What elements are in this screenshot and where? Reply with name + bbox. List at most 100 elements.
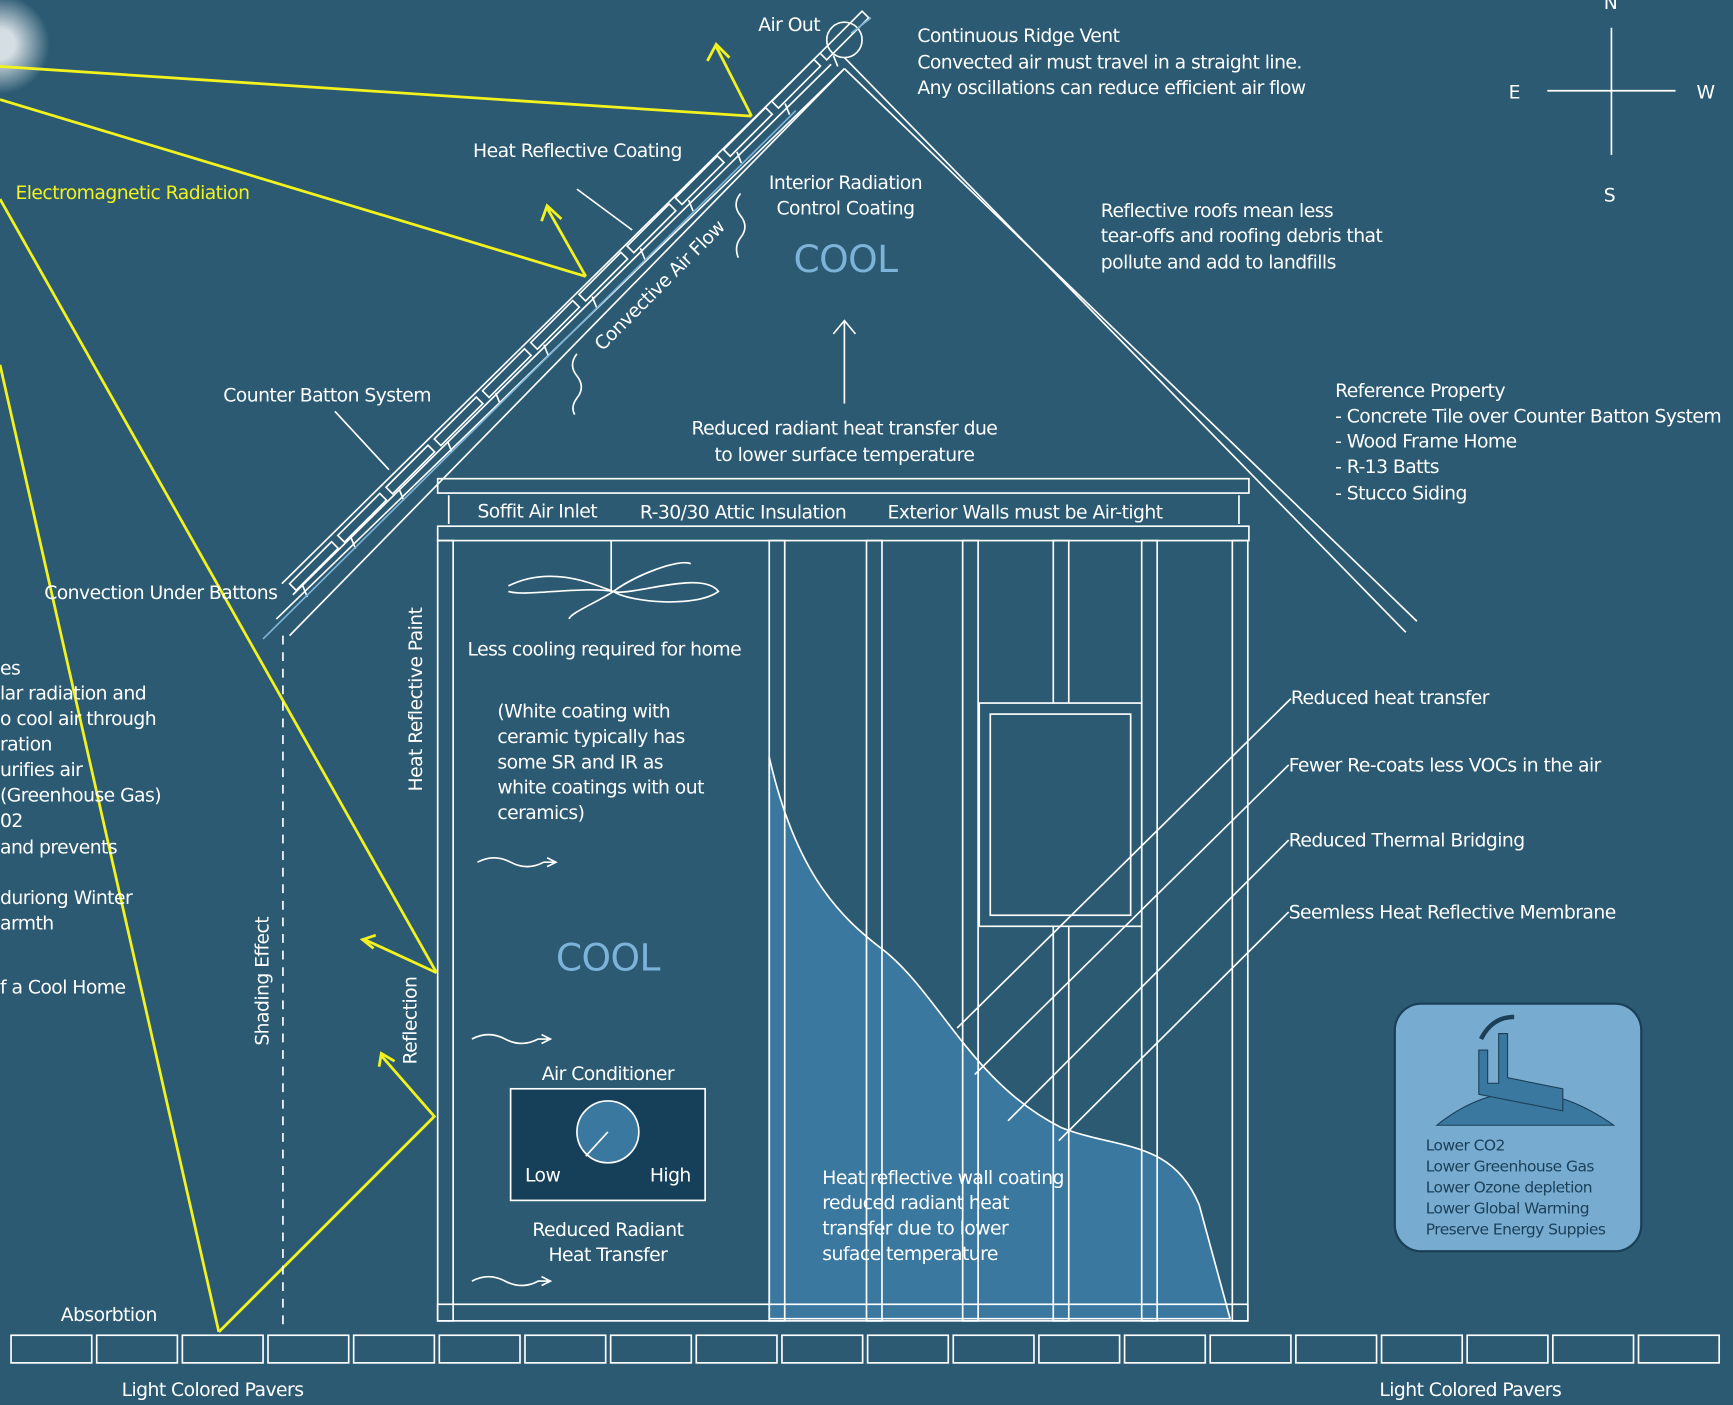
- label: Reference Property: [1335, 381, 1505, 402]
- label: pollute and add to landfills: [1101, 253, 1336, 274]
- label: armth: [0, 914, 54, 935]
- label: Lower Greenhouse Gas: [1426, 1158, 1595, 1176]
- paver: [438, 1334, 521, 1364]
- label: Reduced Thermal Bridging: [1289, 831, 1525, 852]
- shape: [1393, 1002, 1643, 1253]
- label: transfer due to lower: [822, 1219, 1009, 1240]
- shape: [1007, 839, 1290, 1122]
- roof-tile: [722, 106, 774, 158]
- radiation-rays: [0, 42, 753, 1333]
- shape: [377, 1051, 396, 1067]
- roof-tile: [770, 58, 822, 110]
- label: suface temperature: [822, 1244, 998, 1265]
- shape: [978, 702, 1143, 928]
- label: Less cooling required for home: [468, 640, 742, 661]
- label: N: [1604, 0, 1618, 14]
- label: S: [1604, 185, 1615, 206]
- label: ration: [0, 735, 52, 756]
- paver: [695, 1334, 778, 1364]
- paver: [952, 1334, 1035, 1364]
- badge: [1393, 1002, 1643, 1253]
- label: Lower CO2: [1426, 1137, 1505, 1155]
- shape: [471, 1275, 553, 1287]
- roof: [275, 21, 1418, 1332]
- label: Light Colored Pavers: [122, 1380, 304, 1401]
- shape: [735, 193, 746, 258]
- label: Any oscillations can reduce efficient ai…: [917, 78, 1305, 99]
- label: Air Conditioner: [542, 1064, 675, 1085]
- label: some SR and IR as: [497, 752, 663, 773]
- shape: [471, 1033, 553, 1045]
- paver: [1038, 1334, 1121, 1364]
- label: to lower surface temperature: [714, 445, 974, 466]
- paver: [95, 1334, 179, 1364]
- label: COOL: [793, 237, 898, 281]
- label: Reflection: [401, 977, 422, 1065]
- label: High: [650, 1166, 691, 1187]
- shape: [217, 1054, 437, 1333]
- shape: [436, 1303, 1249, 1322]
- paver: [1466, 1334, 1549, 1364]
- batton: [543, 344, 550, 357]
- shape: [1478, 1032, 1564, 1112]
- label: ceramics): [497, 803, 584, 824]
- label: Air Out: [758, 15, 820, 36]
- shape: [281, 52, 821, 585]
- paver: [352, 1334, 436, 1364]
- label: - R-13 Batts: [1335, 457, 1439, 478]
- label: Lower Global Warming: [1426, 1200, 1589, 1218]
- label: Continuous Ridge Vent: [917, 26, 1119, 47]
- roof-tile: [384, 444, 436, 496]
- pavers: [10, 1334, 1721, 1364]
- paver: [1552, 1334, 1635, 1364]
- label: Heat Reflective Paint: [406, 607, 427, 791]
- label: Reflective roofs mean less: [1101, 201, 1333, 222]
- label: Convected air must travel in a straight …: [917, 53, 1302, 74]
- label: Reduced heat transfer: [1291, 688, 1490, 709]
- paver: [10, 1334, 93, 1364]
- shape: [843, 57, 1407, 633]
- label: tear-offs and roofing debris that: [1101, 226, 1383, 247]
- shape: [825, 21, 863, 59]
- shape: [706, 42, 731, 62]
- roof-tile: [674, 154, 726, 206]
- label: white coatings with out: [497, 778, 704, 799]
- label: R-30/30 Attic Insulation: [640, 502, 846, 523]
- roof-tile: [288, 540, 340, 592]
- shape: [0, 65, 752, 118]
- paver: [866, 1334, 950, 1364]
- roof-tile: [433, 395, 485, 447]
- roof-tile: [818, 10, 870, 61]
- batton: [832, 55, 839, 67]
- label: Control Coating: [777, 199, 915, 220]
- shape: [0, 98, 587, 278]
- shape: [436, 525, 1250, 542]
- label: - Wood Frame Home: [1335, 432, 1517, 453]
- paver: [1123, 1334, 1207, 1364]
- batton: [687, 199, 694, 212]
- label: lar radiation and: [0, 684, 146, 705]
- label: Interior Radiation: [769, 173, 922, 194]
- label: Seemless Heat Reflective Membrane: [1289, 903, 1616, 924]
- batton: [446, 440, 453, 453]
- label: Exterior Walls must be Air-tight: [887, 502, 1162, 523]
- shape: [956, 698, 1292, 1029]
- roof-tile: [577, 251, 629, 303]
- label: Absorbtion: [61, 1305, 157, 1326]
- paver: [181, 1334, 264, 1364]
- roof-tiles: [288, 10, 870, 598]
- label: Low: [525, 1166, 561, 1187]
- batton: [736, 151, 743, 164]
- label: E: [1509, 82, 1520, 103]
- label: Lower Ozone depletion: [1426, 1179, 1592, 1197]
- label: f a Cool Home: [0, 978, 126, 999]
- label: ceramic typically has: [497, 727, 684, 748]
- shape: [364, 938, 438, 974]
- label: Convection Under Battons: [44, 583, 277, 604]
- paver: [267, 1334, 350, 1364]
- label: and prevents: [0, 837, 117, 858]
- batton: [784, 103, 791, 115]
- shape: [850, 17, 872, 34]
- shape: [585, 1131, 609, 1157]
